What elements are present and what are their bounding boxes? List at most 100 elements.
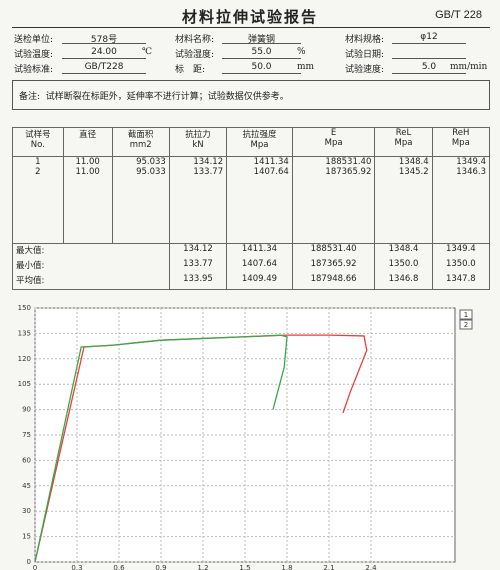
- y-tick-label: 60: [22, 456, 31, 464]
- stat-cell: 134.12: [168, 243, 228, 259]
- standard: GB/T 228: [435, 9, 482, 21]
- header-cell: 抗拉力 kN: [168, 127, 228, 157]
- cell: 95.033: [111, 167, 170, 177]
- cell: 2: [12, 167, 64, 177]
- stat-row: 最大值: 134.12 1411.34 188531.40 1348.4 1349.4: [12, 243, 491, 259]
- field-label: 试验标准:: [14, 65, 54, 75]
- stat-cell: 1349.4: [431, 243, 491, 259]
- stat-label: 最大值:: [12, 243, 170, 259]
- legend-box: [459, 309, 473, 320]
- header-line: E: [330, 128, 337, 138]
- x-tick-label: 1.5: [239, 564, 250, 570]
- header-line: ReL: [395, 128, 412, 138]
- x-tick-label: 2.4: [365, 564, 377, 570]
- spacer-cell: [431, 177, 491, 244]
- header-line: 抗拉强度: [242, 130, 277, 140]
- field-label: 试验速度:: [345, 65, 385, 75]
- cell: 1348.4: [374, 156, 433, 167]
- rule: [12, 27, 490, 28]
- stat-cell: 1350.0: [431, 259, 491, 274]
- cell: 11.00: [62, 156, 113, 167]
- header-cell: 抗拉强度 Mpa: [226, 127, 293, 157]
- stat-row: 最小值: 133.77 1407.64 187365.92 1350.0 1350.0: [12, 259, 491, 274]
- field-unit: mm: [297, 62, 315, 72]
- data-row: 1 11.00 95.033 134.12 1411.34 188531.40 1348.4…: [12, 156, 491, 167]
- data-row: 2 11.00 95.033 133.77 1407.64 187365.92 1345.2…: [12, 167, 491, 177]
- stat-label: 最小值:: [12, 259, 170, 274]
- spacer-cell: [111, 177, 170, 244]
- y-tick-label: 75: [22, 431, 31, 439]
- spacer-row: [12, 177, 491, 244]
- header-line: Mpa: [451, 138, 470, 148]
- header-cell: ReL Mpa: [374, 127, 433, 157]
- header-row: 试样号 No. 直径 截面积 mm2 抗拉力 kN 抗拉强度 Mpa E Mpa ReL Mpa ReH M…: [12, 127, 491, 157]
- field-value: 24.00: [62, 47, 146, 59]
- cell: 1345.2: [374, 167, 433, 177]
- field-value: 55.0: [222, 47, 301, 59]
- cell: 1349.4: [431, 156, 491, 167]
- header-cell: E Mpa: [291, 127, 376, 157]
- header-line: Mpa: [250, 140, 269, 150]
- y-tick-label: 105: [18, 380, 31, 388]
- spacer-cell: [168, 177, 228, 244]
- y-tick-label: 120: [18, 355, 31, 363]
- stat-cell: 1411.34: [226, 243, 293, 259]
- legend-box: [459, 319, 473, 330]
- field-label: 试验温度:: [14, 50, 54, 60]
- spacer-cell: [374, 177, 433, 244]
- stat-cell: 1350.0: [374, 259, 433, 274]
- x-tick-label: 0: [33, 564, 37, 570]
- cell: 1411.34: [226, 156, 293, 167]
- y-tick-label: 90: [22, 406, 31, 414]
- y-tick-label: 30: [22, 507, 31, 515]
- field-label: 试验日期:: [345, 50, 385, 60]
- cell: 1: [12, 156, 64, 167]
- x-tick-label: 1.2: [197, 564, 208, 570]
- title: 材料拉伸试验报告: [181, 8, 318, 26]
- y-tick-label: 0: [27, 558, 31, 566]
- field-value: GB/T228: [62, 62, 146, 74]
- cell: 134.12: [168, 156, 228, 167]
- header-cell: 直径: [62, 127, 113, 157]
- field-value: 弹簧钢: [222, 32, 301, 45]
- stat-row: 平均值: 133.95 1409.49 187948.66 1346.8 1347.8: [12, 274, 491, 290]
- x-tick-label: 0.9: [155, 564, 166, 570]
- header-line: 抗拉力: [185, 130, 211, 140]
- header-cell: 试样号 No.: [12, 127, 64, 157]
- cell: 1346.3: [431, 167, 491, 177]
- stat-cell: 187948.66: [291, 274, 376, 290]
- y-tick-label: 45: [22, 482, 31, 490]
- x-tick-label: 0.3: [71, 564, 82, 570]
- field-label: 标 距:: [175, 65, 206, 75]
- field-unit: mm/min: [450, 62, 488, 72]
- stat-cell: 187365.92: [291, 259, 376, 274]
- results-table: 试样号 No. 直径 截面积 mm2 抗拉力 kN 抗拉强度 Mpa E Mpa ReL Mpa ReH M…: [12, 127, 491, 290]
- stat-label: 平均值:: [12, 274, 170, 290]
- stat-cell: 133.77: [168, 259, 228, 274]
- stat-cell: 188531.40: [291, 243, 376, 259]
- header-cell: ReH Mpa: [431, 127, 491, 157]
- remark-text: 试样断裂在标距外，延伸率不进行计算；试验数据仅供参考。: [45, 92, 289, 102]
- remark-label: 备注:: [19, 92, 41, 102]
- header-line: 试样号: [25, 130, 51, 140]
- y-tick-label: 15: [22, 533, 31, 541]
- cell: 95.033: [111, 156, 170, 167]
- spacer-cell: [291, 177, 376, 244]
- header-line: No.: [30, 140, 45, 150]
- header-line: 截面积: [127, 130, 154, 140]
- cell: 188531.40: [291, 156, 376, 167]
- legend-label: 1: [464, 311, 468, 319]
- cell: 133.77: [168, 167, 228, 177]
- legend-label: 2: [464, 321, 468, 329]
- spacer-cell: [226, 177, 293, 244]
- stat-cell: 1409.49: [226, 274, 293, 290]
- y-tick-label: 135: [18, 329, 31, 337]
- header-line: 直径: [79, 130, 97, 140]
- field-unit: ℃: [142, 47, 153, 57]
- header-line: Mpa: [394, 138, 413, 148]
- stat-cell: 133.95: [168, 274, 228, 290]
- remark-box: 备注: 试样断裂在标距外，延伸率不进行计算；试验数据仅供参考。: [12, 80, 490, 110]
- x-tick-label: 0.6: [113, 564, 125, 570]
- x-tick-label: 1.8: [281, 564, 292, 570]
